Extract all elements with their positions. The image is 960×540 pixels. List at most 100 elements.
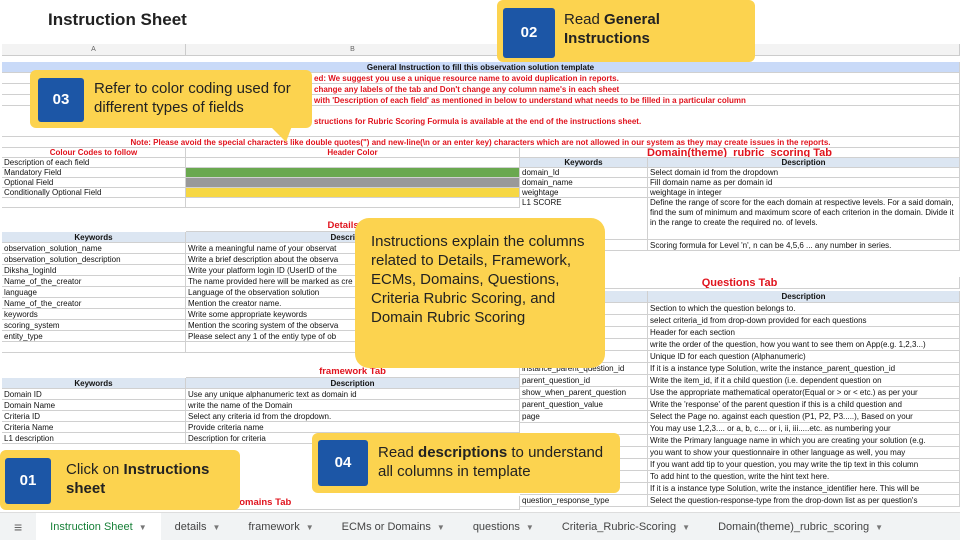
sheet-tab[interactable]: Instruction Sheet ▼	[36, 513, 161, 540]
field-type: Mandatory Field	[2, 168, 186, 178]
menu-icon[interactable]: ≡	[14, 519, 23, 535]
description: Write the 'response' of the parent quest…	[648, 399, 960, 411]
description: If it is a instance type Solution, write…	[648, 483, 960, 495]
sheet-tabs: ≡ Instruction Sheet ▼ details ▼ framework ▼ EC…	[0, 512, 960, 540]
description: You may use 1,2,3.... or a, b, c.... or …	[648, 423, 960, 435]
tab-label: Instruction Sheet	[50, 521, 133, 533]
keyword: Criteria Name	[2, 422, 186, 433]
description: Provide criteria name	[186, 422, 520, 433]
callout-number: 04	[318, 440, 368, 486]
section-title: framework Tab	[186, 366, 520, 378]
text: Click on	[66, 461, 124, 478]
description: write the name of the Domain	[186, 400, 520, 411]
table-header: Description	[648, 291, 960, 303]
callout-text: Read descriptions to understand all colu…	[378, 443, 613, 481]
description: Select the Page no. against each questio…	[648, 411, 960, 423]
tab-label: Domain(theme)_rubric_scoring	[718, 521, 870, 533]
keyword: parent_question_id	[520, 375, 648, 387]
dropdown-arrow: ▼	[682, 523, 691, 532]
table-header: Description	[186, 378, 520, 389]
dropdown-arrow: ▼	[138, 523, 147, 532]
description: Use any unique alphanumeric text as doma…	[186, 389, 520, 400]
bold-text: General Instructions	[564, 11, 660, 47]
callout-text: Click on Instructions sheet	[66, 460, 231, 498]
page-title: Instruction Sheet	[48, 10, 187, 29]
tab-label: framework	[248, 521, 300, 533]
general-note: Note: Please avoid the special character…	[2, 137, 960, 148]
tab-label: questions	[472, 521, 520, 533]
keyword: scoring_system	[2, 320, 186, 331]
header-cell: Colour Codes to follow	[2, 148, 186, 158]
callout-number: 03	[38, 78, 84, 122]
color-swatch	[186, 178, 520, 188]
description: Select domain id from the dropdown	[648, 168, 960, 178]
color-swatch	[186, 188, 520, 198]
table-header: Keywords	[2, 378, 186, 389]
description: Header for each section	[648, 327, 960, 339]
keyword: domain_Id	[520, 168, 648, 178]
description: Write the item_id, if it a child questio…	[648, 375, 960, 387]
field-type: Description of each field	[2, 158, 186, 168]
dropdown-arrow: ▼	[436, 523, 445, 532]
description: Unique ID for each question (Alphanumeri…	[648, 351, 960, 363]
keyword: parent_question_value	[520, 399, 648, 411]
description: Section to which the question belongs to…	[648, 303, 960, 315]
sheet-tab[interactable]: Criteria_Rubric-Scoring ▼	[548, 513, 704, 540]
table-header: Keywords	[520, 158, 648, 168]
description: Scoring formula for Level 'n', n can be …	[648, 240, 960, 251]
description: Select the question-response-type from t…	[648, 495, 960, 507]
sheet-tab[interactable]: ECMs or Domains ▼	[328, 513, 459, 540]
description: Use the appropriate mathematical operato…	[648, 387, 960, 399]
sheet-tab[interactable]: framework ▼	[234, 513, 327, 540]
empty-cell	[186, 198, 520, 208]
sheet-tab[interactable]: Domain(theme)_rubric_scoring ▼	[704, 513, 897, 540]
keyword: language	[2, 287, 186, 298]
keyword: Diksha_loginId	[2, 265, 186, 276]
dropdown-arrow: ▼	[875, 523, 884, 532]
note-box: Instructions explain the columns related…	[355, 218, 605, 368]
keyword: entity_type	[2, 331, 186, 342]
text: Read	[378, 444, 419, 461]
keyword: show_when_parent_question	[520, 387, 648, 399]
keyword: question_response_type	[520, 495, 648, 507]
keyword: Name_of_the_creator	[2, 298, 186, 309]
sheet-tab[interactable]: questions ▼	[459, 513, 548, 540]
column-header[interactable]: B	[186, 44, 520, 56]
description: If it is a instance type Solution, write…	[648, 363, 960, 375]
bold-text: descriptions	[418, 444, 508, 461]
table-header: Description	[648, 158, 960, 168]
note-text: Instructions explain the columns related…	[371, 233, 585, 326]
callout: 02 Read General Instructions	[497, 0, 755, 62]
keyword: keywords	[2, 309, 186, 320]
keyword: Domain ID	[2, 389, 186, 400]
callout-number: 02	[503, 8, 555, 58]
sheet-tab[interactable]: details ▼	[161, 513, 235, 540]
callout-number: 01	[5, 458, 51, 504]
callout: 04 Read descriptions to understand all c…	[312, 433, 620, 493]
column-header[interactable]: A	[2, 44, 186, 56]
dropdown-arrow: ▼	[212, 523, 221, 532]
keyword: weightage	[520, 188, 648, 198]
dropdown-arrow: ▼	[525, 523, 534, 532]
header-cell: Header Color	[186, 148, 520, 158]
callout: 03 Refer to color coding used for differ…	[30, 70, 312, 128]
keyword: page	[520, 411, 648, 423]
keyword: Name_of_the_creator	[2, 276, 186, 287]
dropdown-arrow: ▼	[305, 523, 314, 532]
keyword: Domain Name	[2, 400, 186, 411]
field-type: Conditionally Optional Field	[2, 188, 186, 198]
description: write the order of the question, how you…	[648, 339, 960, 351]
table-header: Keywords	[2, 232, 186, 243]
keyword: L1 description	[2, 433, 186, 444]
color-swatch	[186, 158, 520, 168]
description: Define the range of score for the each d…	[648, 198, 960, 240]
description: Select any criteria id from the dropdown…	[186, 411, 520, 422]
callout-text: Refer to color coding used for different…	[94, 80, 291, 116]
keyword: observation_solution_description	[2, 254, 186, 265]
field-type: Optional Field	[2, 178, 186, 188]
tab-label: details	[174, 521, 207, 533]
description: weightage in integer	[648, 188, 960, 198]
description: select criteria_id from drop-down provid…	[648, 315, 960, 327]
section-title: Domain(theme)_rubric_scoring Tab	[520, 148, 960, 158]
